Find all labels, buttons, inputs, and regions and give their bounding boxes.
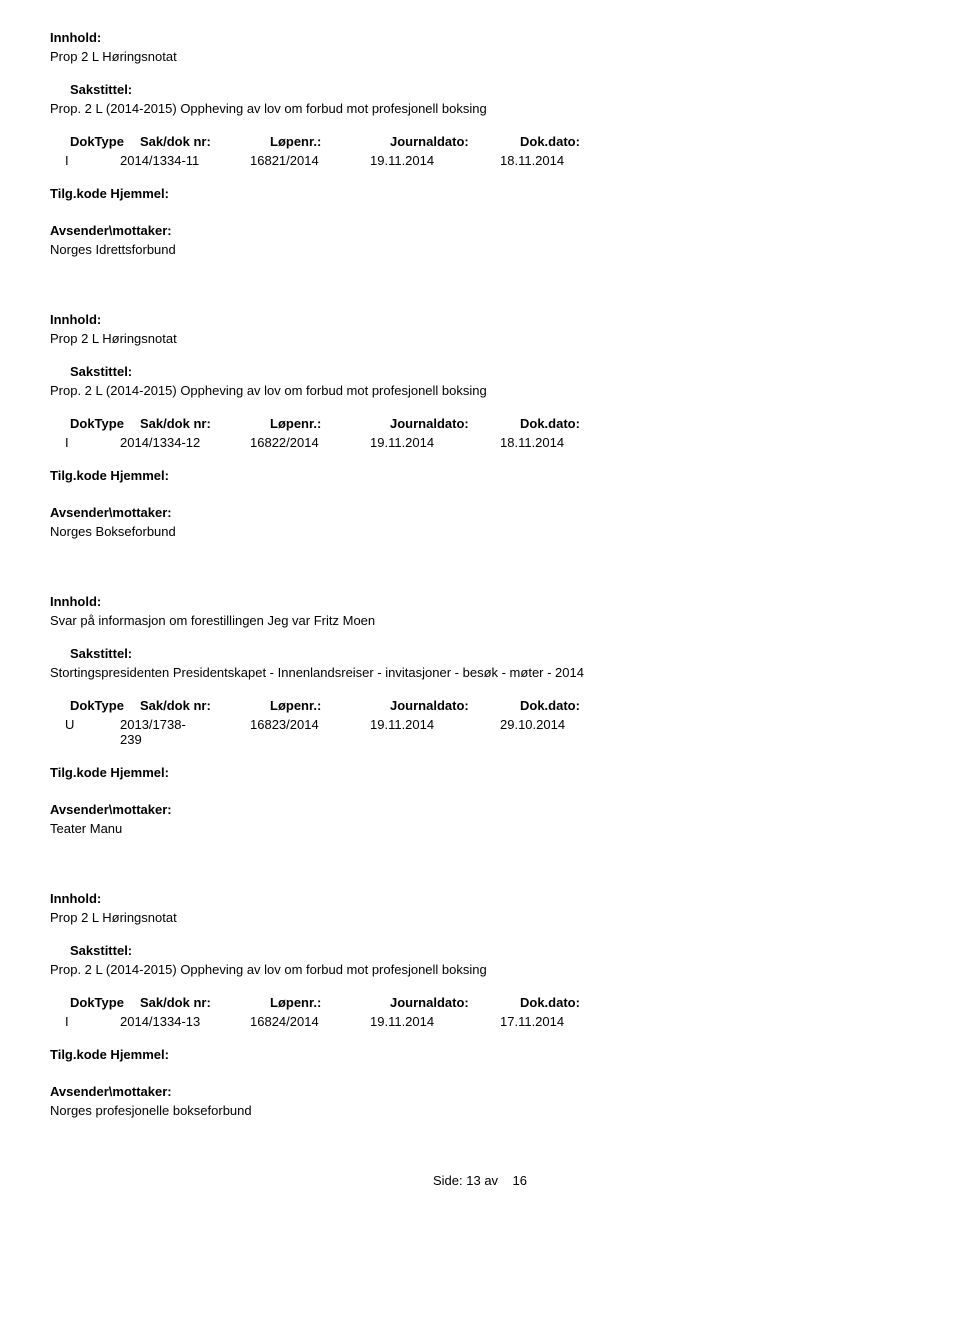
journaldato-value: 19.11.2014 xyxy=(370,153,500,168)
doktype-value: I xyxy=(50,1014,120,1029)
innhold-value: Prop 2 L Høringsnotat xyxy=(50,910,910,925)
lopenr-header: Løpenr.: xyxy=(270,698,390,713)
footer-page-number: 13 xyxy=(466,1173,480,1188)
meta-header-row: DokType Sak/dok nr: Løpenr.: Journaldato… xyxy=(70,416,910,431)
journal-entry: Innhold: Svar på informasjon om forestil… xyxy=(50,594,910,836)
doktype-header: DokType xyxy=(70,995,140,1010)
innhold-value: Svar på informasjon om forestillingen Je… xyxy=(50,613,910,628)
avsender-value: Norges profesjonelle bokseforbund xyxy=(50,1103,910,1118)
sakstittel-value: Stortingspresidenten Presidentskapet - I… xyxy=(50,665,910,680)
avsender-value: Teater Manu xyxy=(50,821,910,836)
lopenr-value: 16821/2014 xyxy=(250,153,370,168)
dokdato-header: Dok.dato: xyxy=(520,698,640,713)
meta-value-row: U 2013/1738-239 16823/2014 19.11.2014 29… xyxy=(50,717,910,747)
doktype-header: DokType xyxy=(70,134,140,149)
doktype-value: U xyxy=(50,717,120,747)
innhold-label: Innhold: xyxy=(50,594,910,609)
doktype-value: I xyxy=(50,153,120,168)
journal-entry: Innhold: Prop 2 L Høringsnotat Sakstitte… xyxy=(50,312,910,539)
sakstittel-label: Sakstittel: xyxy=(70,364,910,379)
lopenr-value: 16822/2014 xyxy=(250,435,370,450)
sakdoknr-header: Sak/dok nr: xyxy=(140,698,270,713)
tilgkode-hjemmel-label: Tilg.kode Hjemmel: xyxy=(50,468,910,483)
avsender-value: Norges Bokseforbund xyxy=(50,524,910,539)
meta-value-row: I 2014/1334-12 16822/2014 19.11.2014 18.… xyxy=(50,435,910,450)
avsender-label: Avsender\mottaker: xyxy=(50,1084,910,1099)
meta-value-row: I 2014/1334-11 16821/2014 19.11.2014 18.… xyxy=(50,153,910,168)
doktype-header: DokType xyxy=(70,698,140,713)
journal-entry: Innhold: Prop 2 L Høringsnotat Sakstitte… xyxy=(50,891,910,1118)
lopenr-value: 16823/2014 xyxy=(250,717,370,747)
innhold-label: Innhold: xyxy=(50,30,910,45)
innhold-label: Innhold: xyxy=(50,312,910,327)
lopenr-header: Løpenr.: xyxy=(270,995,390,1010)
sakdoknr-value: 2014/1334-12 xyxy=(120,435,250,450)
journaldato-header: Journaldato: xyxy=(390,134,520,149)
dokdato-value: 29.10.2014 xyxy=(500,717,620,747)
footer-av-label: av xyxy=(484,1173,498,1188)
avsender-label: Avsender\mottaker: xyxy=(50,223,910,238)
journal-entry: Innhold: Prop 2 L Høringsnotat Sakstitte… xyxy=(50,30,910,257)
innhold-value: Prop 2 L Høringsnotat xyxy=(50,49,910,64)
sakstittel-label: Sakstittel: xyxy=(70,82,910,97)
journaldato-value: 19.11.2014 xyxy=(370,435,500,450)
doktype-value: I xyxy=(50,435,120,450)
footer-side-label: Side: xyxy=(433,1173,463,1188)
dokdato-value: 18.11.2014 xyxy=(500,153,620,168)
sakstittel-label: Sakstittel: xyxy=(70,646,910,661)
sakstittel-label: Sakstittel: xyxy=(70,943,910,958)
sakdoknr-value: 2013/1738-239 xyxy=(120,717,250,747)
avsender-label: Avsender\mottaker: xyxy=(50,505,910,520)
journaldato-header: Journaldato: xyxy=(390,698,520,713)
lopenr-value: 16824/2014 xyxy=(250,1014,370,1029)
sakdoknr-header: Sak/dok nr: xyxy=(140,416,270,431)
sakstittel-value: Prop. 2 L (2014-2015) Oppheving av lov o… xyxy=(50,383,910,398)
meta-header-row: DokType Sak/dok nr: Løpenr.: Journaldato… xyxy=(70,698,910,713)
journaldato-value: 19.11.2014 xyxy=(370,717,500,747)
sakstittel-value: Prop. 2 L (2014-2015) Oppheving av lov o… xyxy=(50,101,910,116)
dokdato-value: 17.11.2014 xyxy=(500,1014,620,1029)
page-footer: Side: 13 av 16 xyxy=(50,1173,910,1188)
journaldato-header: Journaldato: xyxy=(390,416,520,431)
tilgkode-hjemmel-label: Tilg.kode Hjemmel: xyxy=(50,186,910,201)
meta-header-row: DokType Sak/dok nr: Løpenr.: Journaldato… xyxy=(70,134,910,149)
tilgkode-hjemmel-label: Tilg.kode Hjemmel: xyxy=(50,765,910,780)
avsender-label: Avsender\mottaker: xyxy=(50,802,910,817)
tilgkode-hjemmel-label: Tilg.kode Hjemmel: xyxy=(50,1047,910,1062)
lopenr-header: Løpenr.: xyxy=(270,416,390,431)
innhold-value: Prop 2 L Høringsnotat xyxy=(50,331,910,346)
dokdato-header: Dok.dato: xyxy=(520,416,640,431)
sakdoknr-value: 2014/1334-11 xyxy=(120,153,250,168)
sakdoknr-value: 2014/1334-13 xyxy=(120,1014,250,1029)
footer-total-pages: 16 xyxy=(513,1173,527,1188)
dokdato-header: Dok.dato: xyxy=(520,134,640,149)
journaldato-value: 19.11.2014 xyxy=(370,1014,500,1029)
lopenr-header: Løpenr.: xyxy=(270,134,390,149)
journaldato-header: Journaldato: xyxy=(390,995,520,1010)
meta-value-row: I 2014/1334-13 16824/2014 19.11.2014 17.… xyxy=(50,1014,910,1029)
sakdoknr-header: Sak/dok nr: xyxy=(140,995,270,1010)
sakdoknr-header: Sak/dok nr: xyxy=(140,134,270,149)
meta-header-row: DokType Sak/dok nr: Løpenr.: Journaldato… xyxy=(70,995,910,1010)
dokdato-header: Dok.dato: xyxy=(520,995,640,1010)
sakstittel-value: Prop. 2 L (2014-2015) Oppheving av lov o… xyxy=(50,962,910,977)
dokdato-value: 18.11.2014 xyxy=(500,435,620,450)
innhold-label: Innhold: xyxy=(50,891,910,906)
avsender-value: Norges Idrettsforbund xyxy=(50,242,910,257)
doktype-header: DokType xyxy=(70,416,140,431)
